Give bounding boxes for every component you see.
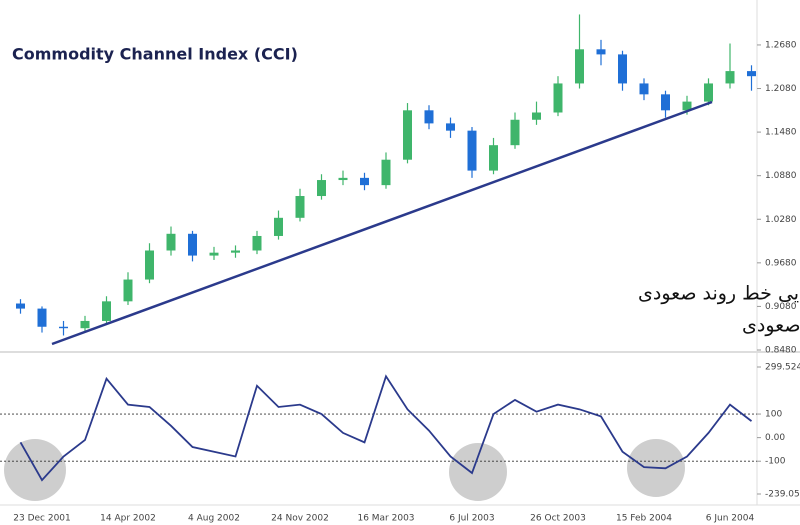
candle-body bbox=[747, 71, 756, 77]
candle-body bbox=[575, 49, 584, 84]
candle-body bbox=[682, 101, 692, 111]
chart-title: Commodity Channel Index (CCI) bbox=[12, 45, 298, 64]
candle-body bbox=[59, 326, 68, 329]
candle-body bbox=[489, 145, 498, 171]
candle-body bbox=[639, 83, 649, 95]
trend-line bbox=[51, 100, 713, 346]
highlight-circle bbox=[449, 443, 507, 501]
y-tick-label: 1.1480 bbox=[765, 128, 797, 138]
candle-body bbox=[295, 196, 305, 218]
x-tick-label: 14 Apr 2002 bbox=[100, 514, 156, 524]
y-tick-label: 1.2680 bbox=[765, 40, 797, 50]
candle-body bbox=[704, 83, 713, 102]
marks: 1.2680 1.2080 1.1480 1.0880 1.0280 0.9680 0.90… bbox=[0, 14, 800, 524]
x-tick-label: 16 Mar 2003 bbox=[357, 514, 414, 524]
candle-body bbox=[102, 301, 111, 321]
candle-body bbox=[145, 250, 154, 280]
candle-body bbox=[37, 308, 47, 327]
candle-body bbox=[166, 233, 176, 251]
y-tick-label: 1.0880 bbox=[765, 171, 797, 181]
y-tick-label: 1.2080 bbox=[765, 84, 797, 94]
candle-body bbox=[510, 119, 520, 146]
candle-body bbox=[618, 54, 627, 84]
candle-body bbox=[317, 180, 326, 197]
candle-body bbox=[661, 94, 670, 111]
candle-body bbox=[381, 159, 391, 186]
candle-body bbox=[424, 110, 434, 124]
x-tick-label: 26 Oct 2003 bbox=[530, 514, 586, 524]
candle-body bbox=[553, 83, 563, 113]
candle-body bbox=[338, 177, 348, 181]
candle-body bbox=[188, 233, 197, 256]
x-tick-label: 23 Dec 2001 bbox=[13, 514, 71, 524]
x-tick-label: 4 Aug 2002 bbox=[188, 514, 240, 524]
candle-body bbox=[252, 235, 262, 251]
annotation: همگرایی خط روند صعودی bbox=[638, 282, 800, 305]
y-tick-label: 100 bbox=[765, 410, 782, 420]
candle-body bbox=[725, 71, 735, 84]
candle-body bbox=[596, 49, 606, 55]
x-tick-label: 24 Nov 2002 bbox=[271, 514, 329, 524]
candle-body bbox=[231, 250, 240, 253]
candle-body bbox=[446, 123, 455, 131]
x-tick-label: 15 Feb 2004 bbox=[616, 514, 672, 524]
y-tick-label: -239.059 bbox=[765, 490, 800, 500]
candle-body bbox=[360, 177, 369, 186]
y-tick-label: 0.00 bbox=[765, 433, 785, 443]
y-tick-label: 1.0280 bbox=[765, 215, 797, 225]
y-tick-label: 0.9080 bbox=[765, 302, 797, 312]
candle-body bbox=[123, 279, 133, 302]
y-tick-label: 0.8480 bbox=[765, 346, 797, 356]
x-tick-label: 6 Jun 2004 bbox=[706, 514, 755, 524]
candle-body bbox=[403, 110, 412, 160]
candle-body bbox=[209, 252, 219, 256]
candle-body bbox=[16, 303, 25, 309]
candle-body bbox=[80, 320, 90, 329]
candle-body bbox=[274, 217, 283, 236]
candle-body bbox=[532, 112, 541, 120]
y-tick-label: -100 bbox=[765, 457, 786, 467]
highlight-circle bbox=[4, 439, 66, 501]
x-tick-label: 6 Jul 2003 bbox=[449, 514, 494, 524]
y-tick-label: 299.5242 bbox=[765, 363, 800, 373]
cci-line bbox=[19, 374, 753, 482]
y-tick-label: 0.9680 bbox=[765, 258, 797, 268]
candle-body bbox=[467, 130, 477, 171]
annotation: و اندیکاتور سی سی آی برای تایید روند صعو… bbox=[742, 313, 800, 337]
